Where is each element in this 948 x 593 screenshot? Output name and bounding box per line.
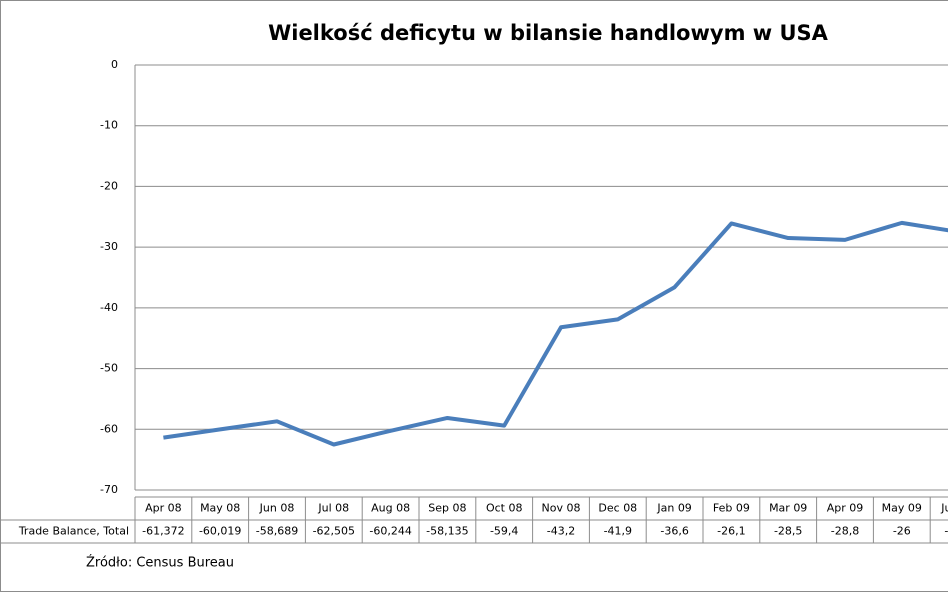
data-label: -60,019 (199, 525, 241, 538)
x-tick-label: Mar 09 (769, 502, 807, 515)
data-label: -59,4 (490, 525, 518, 538)
source-note: Źródło: Census Bureau (86, 555, 234, 571)
x-tick-label: Nov 08 (542, 502, 581, 515)
data-label: -60,244 (369, 525, 411, 538)
y-tick-label: -60 (100, 422, 118, 435)
y-tick-label: 0 (111, 58, 118, 71)
y-tick-label: -70 (100, 483, 118, 496)
data-label: -26 (893, 525, 911, 538)
x-tick-label: May 09 (882, 502, 922, 515)
y-tick-label: -50 (100, 362, 118, 375)
y-tick-label: -10 (100, 119, 118, 132)
x-tick-label: Jan 09 (656, 502, 691, 515)
y-tick-label: -30 (100, 240, 118, 253)
x-tick-label: Jul 08 (317, 502, 349, 515)
data-label: -58,689 (256, 525, 298, 538)
x-tick-label: Dec 08 (598, 502, 637, 515)
x-tick-label: Apr 08 (145, 502, 182, 515)
x-tick-label: Sep 08 (428, 502, 466, 515)
x-tick-label: Oct 08 (486, 502, 523, 515)
x-tick-label: Jun 08 (259, 502, 295, 515)
data-label: -26,1 (717, 525, 745, 538)
data-label: -27,5 (944, 525, 948, 538)
data-label: -61,372 (142, 525, 184, 538)
chart-title: Wielkość deficytu w bilansie handlowym w… (268, 21, 829, 45)
data-label: -58,135 (426, 525, 468, 538)
data-label: -62,505 (313, 525, 355, 538)
x-tick-label: Aug 08 (371, 502, 410, 515)
series-line (163, 220, 948, 447)
data-label: -28,5 (774, 525, 802, 538)
x-tick-label: Apr 09 (827, 502, 864, 515)
x-tick-label: Feb 09 (713, 502, 750, 515)
x-tick-label: Jun 09 (940, 502, 948, 515)
y-tick-label: -20 (100, 179, 118, 192)
data-label: -36,6 (660, 525, 688, 538)
data-label: -41,9 (604, 525, 632, 538)
legend-label: Trade Balance, Total (18, 525, 129, 538)
data-label: -43,2 (547, 525, 575, 538)
y-tick-label: -40 (100, 301, 118, 314)
data-label: -28,8 (831, 525, 859, 538)
x-tick-label: May 08 (200, 502, 240, 515)
